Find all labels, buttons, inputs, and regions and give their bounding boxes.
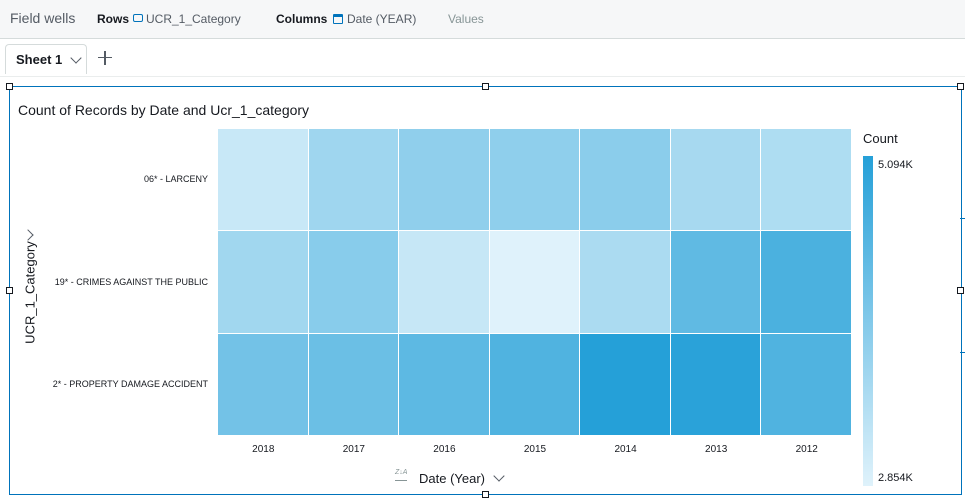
x-tick-label: 2014 xyxy=(614,444,637,455)
heatmap-cell[interactable] xyxy=(761,333,852,436)
field-wells-bar: Field wells Rows UCR_1_Category Columns … xyxy=(0,0,965,39)
rows-field[interactable]: UCR_1_Category xyxy=(146,12,241,26)
resize-handle[interactable] xyxy=(482,83,489,90)
heatmap-cell[interactable] xyxy=(670,129,762,232)
heatmap-cell[interactable] xyxy=(761,129,852,232)
legend-min-label: 2.854K xyxy=(878,472,913,484)
heatmap-cell[interactable] xyxy=(218,231,309,334)
heatmap-cell[interactable] xyxy=(489,333,581,436)
chevron-down-icon[interactable] xyxy=(70,51,82,64)
heatmap-cell[interactable] xyxy=(489,129,581,232)
x-tick-label: 2012 xyxy=(795,444,818,455)
y-tick-label: 2* - PROPERTY DAMAGE ACCIDENT xyxy=(52,378,208,389)
heatmap-cell[interactable] xyxy=(218,333,309,436)
heatmap-cell[interactable] xyxy=(670,333,762,436)
heatmap-cell[interactable] xyxy=(580,333,671,436)
field-wells-title[interactable]: Field wells xyxy=(10,10,76,26)
dimension-icon xyxy=(133,14,143,22)
heatmap-cell[interactable] xyxy=(308,231,400,334)
columns-well-label: Columns xyxy=(276,12,328,26)
resize-handle[interactable] xyxy=(482,491,489,498)
rows-well-value[interactable]: UCR_1_Category xyxy=(133,12,241,26)
x-tick-label: 2016 xyxy=(433,444,456,455)
columns-well-value[interactable]: Date (YEAR) xyxy=(333,12,416,26)
columns-field[interactable]: Date (YEAR) xyxy=(347,12,417,26)
heatmap-cell[interactable] xyxy=(761,231,852,334)
heatmap-cell[interactable] xyxy=(399,333,490,436)
heatmap-grid xyxy=(218,129,852,436)
x-tick-label: 2013 xyxy=(705,444,728,455)
resize-handle[interactable] xyxy=(957,287,964,294)
x-tick-label: 2015 xyxy=(523,444,547,455)
x-axis-title[interactable]: Date (Year) xyxy=(419,470,485,486)
resize-handle[interactable] xyxy=(6,287,13,294)
resize-handle[interactable] xyxy=(6,83,13,90)
heatmap-cell[interactable] xyxy=(670,231,762,334)
x-axis-title-row: Z↓A Date (Year) xyxy=(395,469,505,487)
x-tick-label: 2018 xyxy=(252,444,275,455)
y-tick-label: 19* - CRIMES AGAINST THE PUBLIC xyxy=(54,276,208,287)
sort-icon[interactable]: Z↓A xyxy=(395,469,407,484)
sheet-tab-bar: Sheet 1 xyxy=(0,39,965,77)
x-tick-label: 2017 xyxy=(342,444,365,455)
edge-tick xyxy=(960,352,965,353)
resize-handle[interactable] xyxy=(957,83,964,90)
y-axis-title[interactable]: UCR_1_Category xyxy=(22,241,38,344)
legend-title: Count xyxy=(863,131,898,146)
add-sheet-button[interactable] xyxy=(95,48,115,68)
tab-sheet-1[interactable]: Sheet 1 xyxy=(5,44,87,74)
values-well-label[interactable]: Values xyxy=(448,12,484,26)
heatmap-cell[interactable] xyxy=(399,129,490,232)
calendar-icon xyxy=(333,14,343,24)
heatmap-cell[interactable] xyxy=(489,231,581,334)
heatmap-cell[interactable] xyxy=(580,129,671,232)
y-tick-label: 06* - LARCENY xyxy=(143,174,208,185)
legend-max-label: 5.094K xyxy=(878,159,913,171)
heatmap-cell[interactable] xyxy=(399,231,490,334)
heatmap-cell[interactable] xyxy=(218,129,309,232)
visual-title: Count of Records by Date and Ucr_1_categ… xyxy=(18,102,310,118)
edge-tick xyxy=(960,218,965,219)
legend-color-scale xyxy=(863,156,873,486)
rows-well-label: Rows xyxy=(97,12,130,26)
tab-label: Sheet 1 xyxy=(16,52,63,67)
heatmap-cell[interactable] xyxy=(308,129,400,232)
heatmap-cell[interactable] xyxy=(308,333,400,436)
heatmap-cell[interactable] xyxy=(580,231,671,334)
y-axis-title-wrap: UCR_1_Category xyxy=(20,230,40,360)
chevron-down-icon[interactable] xyxy=(493,470,505,482)
